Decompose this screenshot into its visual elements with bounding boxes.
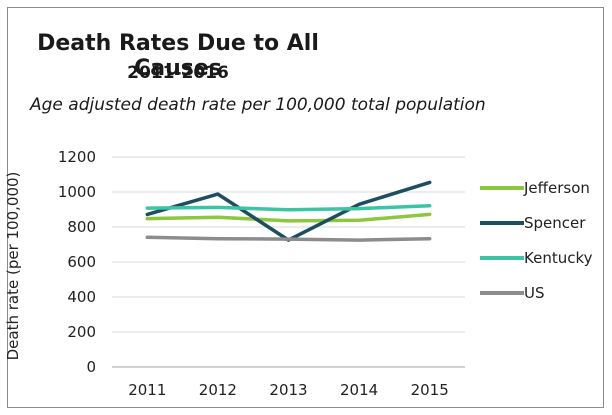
y-tick-label: 800 [67, 218, 96, 236]
y-tick-label: 1000 [58, 183, 96, 201]
chart-title: Death Rates Due to All Causes [37, 31, 319, 81]
y-tick-label: 0 [86, 358, 96, 376]
y-tick-label: 200 [67, 323, 96, 341]
y-tick-label: 1200 [58, 148, 96, 166]
y-tick-label: 600 [67, 253, 96, 271]
legend: Jefferson Spencer Kentucky US [480, 179, 593, 302]
y-tick-label: 400 [67, 288, 96, 306]
x-tick-label: 2013 [269, 381, 307, 399]
legend-label: Spencer [524, 214, 586, 232]
x-tick-label: 2015 [411, 381, 449, 399]
chart-subtitle: 2011-2016 [127, 63, 229, 83]
series-lines [145, 180, 432, 242]
series-line-kentucky [145, 203, 432, 212]
legend-label: US [524, 284, 545, 302]
x-tick-label: 2012 [199, 381, 237, 399]
gridlines [112, 156, 465, 368]
y-tick-labels: 0 200 400 600 800 1000 1200 [58, 148, 96, 376]
legend-label: Jefferson [523, 179, 590, 197]
chart-caption: Age adjusted death rate per 100,000 tota… [30, 95, 486, 115]
series-line-us [145, 235, 432, 242]
x-tick-label: 2014 [340, 381, 378, 399]
series-line-jefferson [145, 212, 432, 223]
x-tick-label: 2011 [128, 381, 166, 399]
x-tick-labels: 2011 2012 2013 2014 2015 [128, 381, 449, 399]
chart-frame [7, 7, 604, 408]
legend-label: Kentucky [524, 249, 593, 267]
y-axis-title: Death rate (per 100,000) [4, 172, 22, 361]
